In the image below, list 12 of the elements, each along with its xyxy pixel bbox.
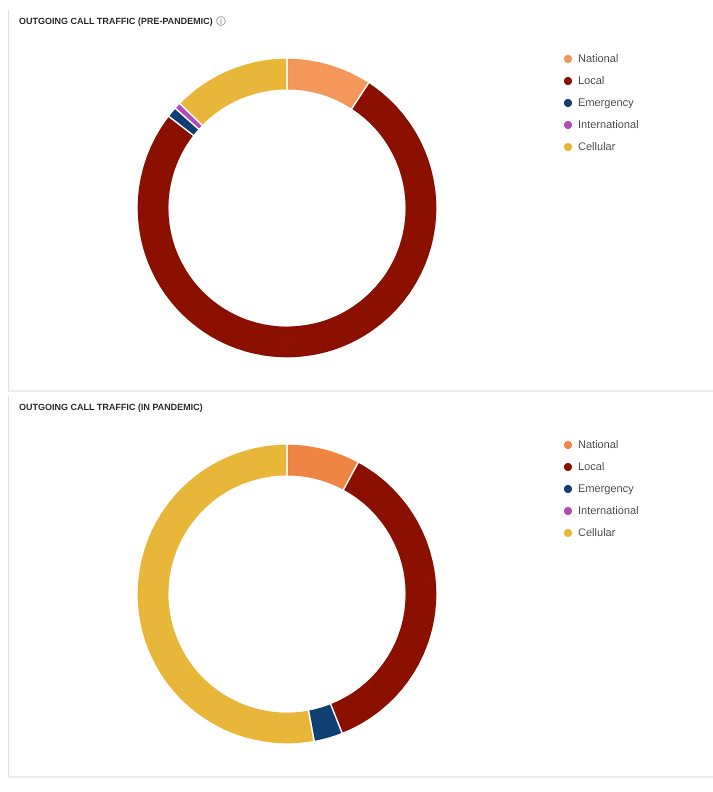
- legend-label: International: [578, 505, 639, 517]
- legend-label: Cellular: [578, 141, 616, 153]
- legend-label: National: [578, 439, 618, 451]
- legend-label: Cellular: [578, 527, 616, 539]
- legend-label: National: [578, 53, 618, 65]
- chart-title: OUTGOING CALL TRAFFIC (PRE-PANDEMIC): [19, 16, 213, 26]
- chart-title: OUTGOING CALL TRAFFIC (IN PANDEMIC): [19, 402, 203, 412]
- legend-label: Emergency: [578, 97, 634, 109]
- legend-label: International: [578, 119, 639, 131]
- legend-label: Local: [578, 461, 604, 473]
- legend-label: Emergency: [578, 483, 634, 495]
- legend-label: Local: [578, 75, 604, 87]
